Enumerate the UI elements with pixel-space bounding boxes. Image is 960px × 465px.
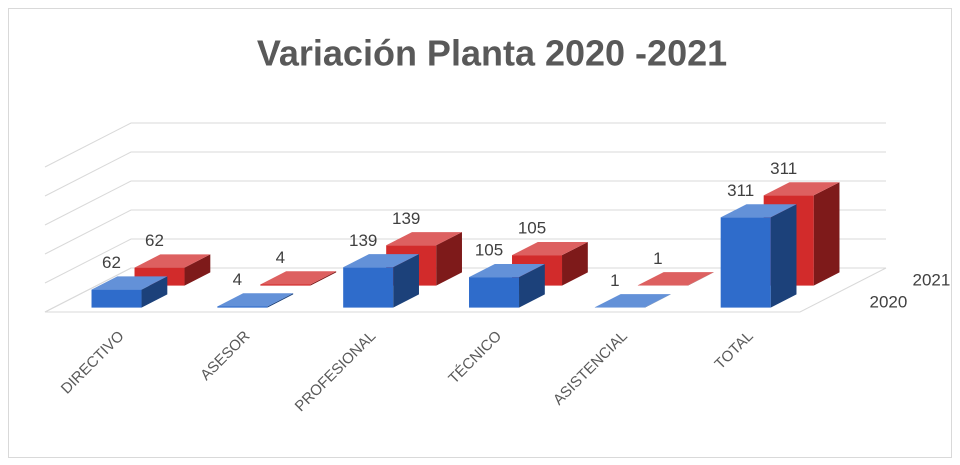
bar-front xyxy=(217,306,268,308)
value-label: 311 xyxy=(727,181,754,200)
value-label: 311 xyxy=(770,159,797,178)
grid-line xyxy=(44,180,886,226)
bar-side xyxy=(687,272,714,286)
value-label: 1 xyxy=(610,271,619,290)
bar xyxy=(469,263,545,308)
value-label: 139 xyxy=(392,209,420,228)
bar-front xyxy=(91,289,142,308)
value-label: 1 xyxy=(653,249,662,268)
bar-side xyxy=(770,204,797,308)
bar-top xyxy=(637,272,714,286)
bar-front xyxy=(260,284,311,286)
bar-side xyxy=(562,241,588,286)
bar-side xyxy=(644,294,671,308)
bar xyxy=(720,204,797,308)
bar-front xyxy=(343,267,394,308)
grid-line xyxy=(44,238,886,284)
bar-side xyxy=(519,263,545,308)
bar-side xyxy=(436,232,462,286)
value-label: 4 xyxy=(233,270,242,289)
bar-top xyxy=(91,276,168,290)
bar-top xyxy=(134,254,211,268)
bar-top xyxy=(386,232,462,246)
bar-top xyxy=(720,204,797,218)
value-label: 4 xyxy=(276,248,285,267)
bar-top xyxy=(260,271,337,285)
bar-side xyxy=(393,254,419,308)
bar-side xyxy=(813,182,840,286)
grid-line xyxy=(44,151,886,197)
bar-side xyxy=(184,254,211,286)
value-label: 105 xyxy=(475,241,503,260)
bar xyxy=(594,294,671,308)
depth-label: 2021 xyxy=(913,270,951,289)
bar xyxy=(217,293,294,308)
bar xyxy=(637,272,714,286)
bar-top xyxy=(343,254,419,268)
bar-top xyxy=(763,182,840,196)
bar-side xyxy=(267,293,294,308)
grid-line xyxy=(44,122,886,168)
bar-top xyxy=(217,293,294,307)
depth-label: 2020 xyxy=(870,292,908,311)
bar-front xyxy=(720,217,771,308)
value-label: 105 xyxy=(518,219,546,238)
bar xyxy=(91,276,168,308)
bar-top xyxy=(512,241,588,256)
chart-title: Variación Planta 2020 -2021 xyxy=(257,33,727,74)
floor xyxy=(44,267,887,313)
bar-front xyxy=(469,277,520,308)
bar xyxy=(260,271,337,286)
value-label: 139 xyxy=(349,231,377,250)
bar-top xyxy=(594,294,671,308)
bar-top xyxy=(469,263,545,278)
grid-line xyxy=(44,209,886,255)
bar xyxy=(343,254,419,308)
value-label: 62 xyxy=(145,231,164,250)
bar-side xyxy=(310,271,337,286)
bar-side xyxy=(141,276,168,308)
value-label: 62 xyxy=(102,253,121,272)
